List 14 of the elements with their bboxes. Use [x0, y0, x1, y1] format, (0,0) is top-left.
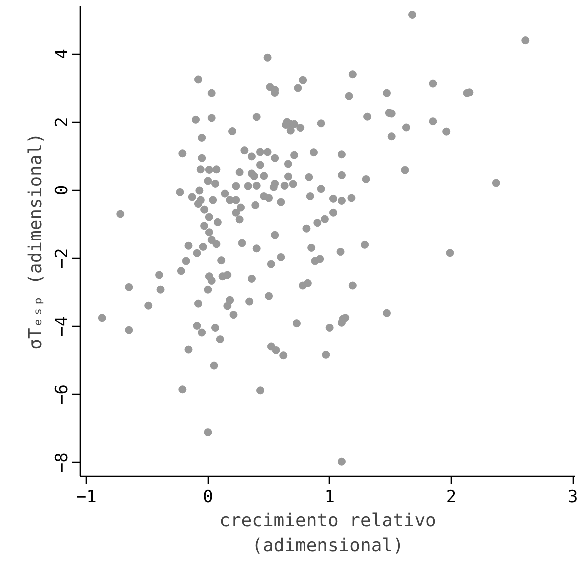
x-tick-label: 2 [446, 488, 457, 508]
y-tick-label: −6 [52, 384, 72, 405]
y-tick-label: −8 [52, 452, 72, 474]
y-tick-label: 2 [52, 117, 72, 128]
x-tick-label: −1 [76, 488, 97, 508]
x-tick-label: 1 [324, 488, 335, 508]
y-tick-label: −2 [52, 248, 72, 269]
y-tick-label: −4 [52, 316, 72, 337]
y-tick-label: 4 [52, 49, 72, 60]
y-tick-label: 0 [52, 185, 72, 196]
x-tick-label: 3 [568, 488, 578, 508]
y-axis-title: σTₑₛₚ (adimensional) [26, 133, 46, 350]
x-tick-label: 0 [203, 488, 214, 508]
x-axis-title: crecimiento relativo (adimensional) [220, 510, 436, 557]
